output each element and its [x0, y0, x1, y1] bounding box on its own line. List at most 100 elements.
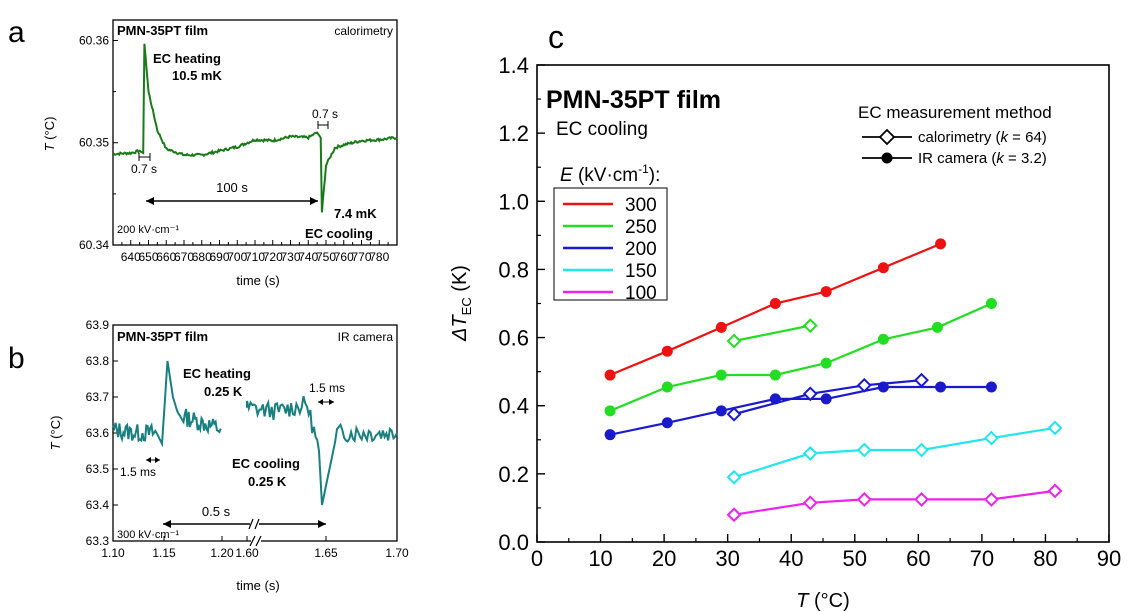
panel-a-dt-right-marker — [317, 121, 329, 129]
panel-c-y-tick-label: 1.0 — [498, 189, 529, 214]
panel-b-y-tick-label: 63.3 — [86, 534, 110, 548]
panel-b-y-tick-label: 63.6 — [86, 426, 110, 440]
data-point-diamond — [726, 507, 742, 523]
panel-a-dt-left: 0.7 s — [131, 162, 157, 176]
panel-a-x-tick-label: 770 — [351, 250, 371, 264]
data-point-diamond — [856, 377, 872, 393]
panel-b-axis-break — [249, 535, 262, 547]
panel-b-y-tick-label: 63.8 — [86, 354, 110, 368]
panel-a-letter: a — [8, 16, 25, 49]
data-point-circle — [931, 321, 943, 333]
panel-a-x-tick-label: 680 — [192, 250, 212, 264]
panel-a-y-tick-label: 60.34 — [79, 238, 109, 252]
panel-a-method-label: calorimetry — [334, 24, 393, 38]
panel-a-heating-value: 10.5 mK — [172, 68, 222, 83]
data-point-circle — [820, 357, 832, 369]
panel-b-dt-right-marker — [318, 399, 334, 405]
series-line — [733, 379, 922, 416]
panel-b-y-axis: 63.9 63.8 63.7 63.6 63.5 63.4 63.3 — [86, 318, 118, 548]
panel-a-x-axis: 6406506606706806907007107207307407507607… — [121, 240, 390, 264]
panel-c-y-tick-label: 1.2 — [498, 121, 529, 146]
data-point-diamond — [802, 318, 818, 334]
panel-b-heating-value: 0.25 K — [204, 384, 243, 399]
panel-a-cooling-value: 7.4 mK — [334, 206, 377, 221]
panel-c-y-tick-label: 0.0 — [498, 530, 529, 555]
panel-a-x-tick-label: 690 — [209, 250, 229, 264]
panel-b-x-axis: 1.10 1.15 1.20 1.60 1.65 1.70 — [101, 536, 409, 560]
panel-c-y-tick-label: 0.8 — [498, 257, 529, 282]
panel-a-y-label: T (°C) — [42, 117, 57, 152]
data-point-diamond — [984, 491, 999, 507]
panel-a-x-tick-label: 710 — [245, 250, 265, 264]
data-point-circle — [820, 393, 832, 405]
data-point-diamond — [726, 469, 742, 485]
series-line — [733, 426, 1056, 479]
series-250-calorimetry — [726, 318, 818, 349]
panel-a: a 64065066067068069070071072073074075076… — [8, 16, 398, 288]
series-line — [609, 302, 992, 412]
panel-b-x-tick-label: 1.10 — [101, 546, 125, 560]
legend-label-100: 100 — [625, 283, 657, 304]
series-200-calorimetry — [726, 372, 929, 422]
panel-b-temperature-trace — [112, 360, 398, 506]
panel-a-interval-arrow — [146, 197, 318, 205]
data-point-diamond — [914, 442, 929, 458]
legend-method-calorimetry-label: calorimetry (k = 64) — [918, 129, 1047, 146]
panel-a-x-tick-label: 670 — [174, 250, 194, 264]
panel-a-x-tick-label: 750 — [316, 250, 336, 264]
panel-b-x-label: time (s) — [236, 578, 279, 593]
panel-b-y-tick-label: 63.7 — [86, 390, 110, 404]
panel-a-x-tick-label: 700 — [227, 250, 247, 264]
data-point-diamond — [802, 445, 818, 461]
panel-c-x-tick-label: 10 — [588, 546, 612, 571]
panel-a-y-axis: 60.36 60.35 60.34 — [79, 33, 118, 252]
series-100-calorimetry — [726, 483, 1063, 523]
series-line — [733, 324, 811, 343]
legend-label-300: 300 — [625, 195, 657, 216]
panel-b-y-tick-label: 63.4 — [86, 498, 110, 512]
panel-c-x-tick-label: 40 — [779, 546, 803, 571]
data-point-circle — [820, 286, 832, 298]
data-point-circle — [604, 369, 616, 381]
panel-a-heating-label: EC heating — [153, 51, 221, 66]
data-point-diamond — [914, 372, 929, 388]
data-point-circle — [715, 321, 727, 333]
legend-method-ir-label: IR camera (k = 3.2) — [918, 150, 1047, 167]
panel-c-y-label: ΔTEC (K) — [449, 265, 474, 342]
panel-a-y-tick-label: 60.36 — [79, 33, 109, 47]
data-point-circle — [985, 298, 997, 309]
series-250-ir-camera — [604, 298, 997, 417]
legend-label-250: 250 — [625, 217, 657, 238]
panel-c-x-axis: 0 10 20 30 40 50 60 70 80 90 — [531, 534, 1121, 571]
data-point-circle — [661, 417, 673, 429]
panel-b-dt-left-marker — [146, 457, 160, 463]
data-point-diamond — [984, 430, 999, 446]
data-point-circle — [877, 262, 889, 274]
panel-b-x-tick-label: 1.20 — [210, 546, 234, 560]
data-point-circle — [661, 381, 673, 393]
panel-c-x-tick-label: 70 — [970, 546, 994, 571]
panel-c-title: PMN-35PT film — [546, 86, 721, 114]
panel-a-film-label: PMN-35PT film — [117, 23, 208, 38]
data-point-diamond — [802, 386, 818, 402]
panel-a-dt-right: 0.7 s — [312, 107, 338, 121]
panel-c-x-tick-label: 80 — [1033, 546, 1057, 571]
data-point-diamond — [914, 491, 929, 507]
panel-b-film-label: PMN-35PT film — [117, 329, 208, 344]
data-point-diamond — [726, 333, 742, 349]
panel-a-x-tick-label: 730 — [280, 250, 300, 264]
panel-c-series-group — [604, 238, 1063, 523]
panel-a-temperature-trace — [112, 43, 398, 213]
panel-c: c 0 10 20 30 40 50 60 70 80 90 0.0 0.2 0.4 0.6 0.8 1.0… — [449, 19, 1121, 612]
panel-a-x-tick-label: 640 — [121, 250, 141, 264]
data-point-diamond — [802, 495, 818, 511]
data-point-diamond — [1047, 483, 1063, 499]
panel-b-interval: 0.5 s — [202, 504, 231, 519]
legend-field-box — [553, 187, 668, 301]
panel-c-y-tick-label: 0.2 — [498, 462, 529, 487]
panel-b-cooling-label: EC cooling — [232, 456, 300, 471]
panel-a-x-tick-label: 720 — [263, 250, 283, 264]
panel-c-x-tick-label: 20 — [652, 546, 676, 571]
